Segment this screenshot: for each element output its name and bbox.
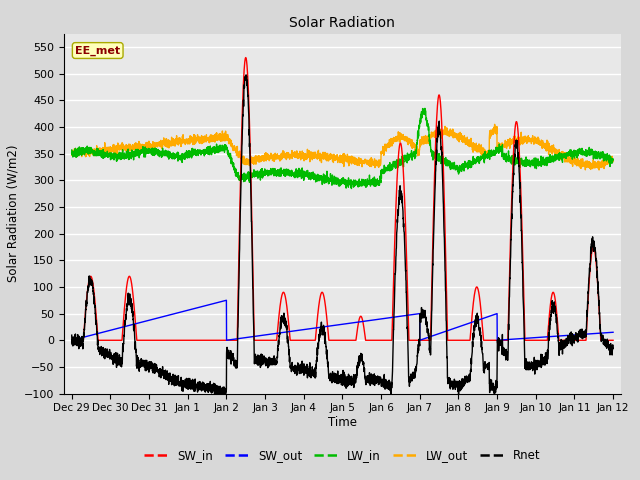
SW_in [250, 281, 257, 287]
Rnet [609, 346, 617, 351]
SW_in [68, 337, 76, 343]
LW_out [609, 157, 617, 163]
LW_out [595, 167, 603, 173]
LW_in [609, 157, 617, 163]
SW_in [112, 337, 120, 343]
SW_out [68, 337, 76, 343]
Rnet [252, 358, 260, 364]
LW_out [491, 121, 499, 127]
X-axis label: Time: Time [328, 416, 357, 429]
LW_in [348, 186, 355, 192]
LW_out [112, 144, 120, 150]
Line: SW_in: SW_in [72, 58, 613, 340]
LW_out [252, 159, 259, 165]
SW_in [596, 330, 604, 336]
LW_in [112, 152, 120, 158]
LW_out [68, 152, 76, 158]
SW_out [250, 334, 257, 339]
SW_in [242, 55, 250, 60]
SW_out [252, 334, 259, 339]
Line: Rnet: Rnet [72, 75, 613, 398]
SW_out [609, 329, 617, 335]
SW_out [596, 330, 604, 336]
Rnet [335, 378, 342, 384]
Rnet [250, 310, 257, 316]
Rnet [394, 212, 402, 218]
Rnet [112, 357, 120, 362]
Rnet [68, 332, 76, 338]
Rnet [242, 72, 250, 78]
SW_in [394, 157, 402, 163]
Line: LW_out: LW_out [72, 124, 613, 170]
LW_out [596, 162, 604, 168]
Title: Solar Radiation: Solar Radiation [289, 16, 396, 30]
Rnet [221, 396, 229, 401]
SW_in [252, 337, 259, 343]
SW_in [335, 337, 342, 343]
LW_in [394, 164, 402, 169]
SW_out [335, 322, 342, 328]
SW_out [112, 326, 120, 332]
Legend: SW_in, SW_out, LW_in, LW_out, Rnet: SW_in, SW_out, LW_in, LW_out, Rnet [140, 444, 545, 467]
LW_out [335, 157, 342, 163]
SW_out [223, 298, 230, 303]
Text: EE_met: EE_met [75, 46, 120, 56]
LW_in [335, 183, 342, 189]
Line: SW_out: SW_out [72, 300, 613, 340]
SW_out [394, 314, 402, 320]
LW_in [421, 106, 429, 111]
LW_in [68, 147, 76, 153]
LW_in [252, 168, 259, 174]
Y-axis label: Solar Radiation (W/m2): Solar Radiation (W/m2) [7, 145, 20, 282]
LW_in [249, 171, 257, 177]
LW_in [596, 151, 604, 157]
Line: LW_in: LW_in [72, 108, 613, 189]
Rnet [596, 330, 604, 336]
LW_out [249, 160, 257, 166]
LW_out [394, 133, 402, 139]
SW_in [609, 337, 617, 343]
